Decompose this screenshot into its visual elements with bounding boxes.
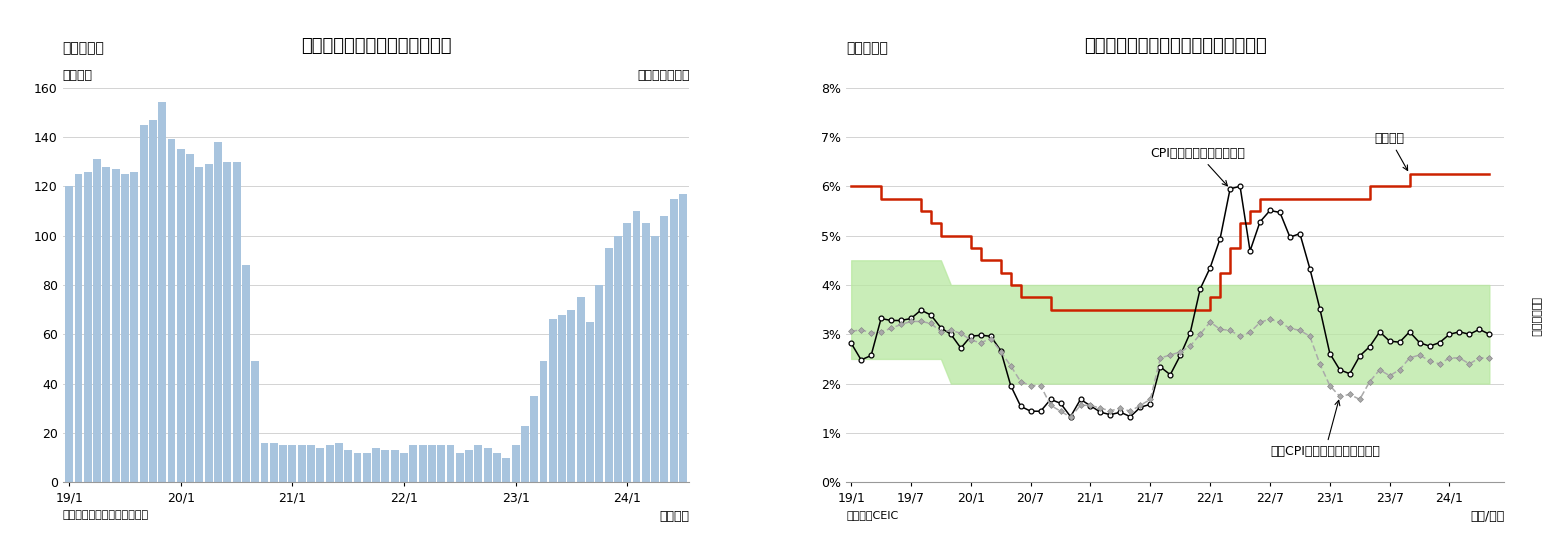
- Bar: [530, 396, 537, 482]
- Text: インドネシアのインフレ率と政策金利: インドネシアのインフレ率と政策金利: [1084, 37, 1266, 55]
- Bar: [335, 443, 343, 482]
- Bar: [642, 224, 650, 482]
- Bar: [669, 198, 677, 482]
- Bar: [75, 174, 83, 482]
- Bar: [205, 164, 213, 482]
- Text: （図表３）: （図表３）: [63, 41, 105, 55]
- Bar: [660, 216, 668, 482]
- Bar: [364, 453, 371, 482]
- Text: （前年同月比）: （前年同月比）: [636, 69, 689, 82]
- Bar: [503, 458, 511, 482]
- Text: インドネシアの外国人観光客数: インドネシアの外国人観光客数: [301, 37, 451, 55]
- Bar: [177, 149, 185, 482]
- Text: コアCPI上昇率（前年同月比）: コアCPI上昇率（前年同月比）: [1269, 400, 1381, 458]
- Bar: [317, 448, 324, 482]
- Bar: [418, 445, 426, 482]
- Bar: [605, 248, 613, 482]
- Text: インフレ目標: インフレ目標: [1531, 296, 1540, 336]
- Bar: [511, 445, 520, 482]
- Bar: [484, 448, 492, 482]
- Bar: [307, 445, 315, 482]
- Bar: [224, 162, 232, 482]
- Bar: [158, 102, 166, 482]
- Bar: [390, 450, 398, 482]
- Bar: [447, 445, 454, 482]
- Bar: [326, 445, 334, 482]
- Bar: [196, 167, 204, 482]
- Bar: [428, 445, 436, 482]
- Text: CPI上昇率（前年同月比）: CPI上昇率（前年同月比）: [1150, 147, 1246, 186]
- Bar: [139, 124, 147, 482]
- Bar: [345, 450, 353, 482]
- Bar: [288, 445, 296, 482]
- Bar: [354, 453, 362, 482]
- Bar: [186, 155, 194, 482]
- Text: （資料）CEIC: （資料）CEIC: [846, 510, 898, 520]
- Bar: [215, 142, 223, 482]
- Bar: [279, 445, 287, 482]
- Bar: [577, 297, 584, 482]
- Bar: [567, 310, 575, 482]
- Bar: [92, 159, 100, 482]
- Bar: [168, 140, 176, 482]
- Bar: [586, 322, 594, 482]
- Bar: [270, 443, 277, 482]
- Bar: [558, 315, 566, 482]
- Bar: [679, 193, 686, 482]
- Text: （資料）インドネシア統計局: （資料）インドネシア統計局: [63, 510, 149, 520]
- Bar: [624, 224, 632, 482]
- Bar: [130, 172, 138, 482]
- Bar: [633, 211, 641, 482]
- Bar: [241, 265, 249, 482]
- Text: （図表４）: （図表４）: [846, 41, 888, 55]
- Bar: [475, 445, 483, 482]
- Bar: [409, 445, 417, 482]
- Bar: [614, 236, 622, 482]
- Bar: [548, 319, 556, 482]
- Bar: [149, 120, 157, 482]
- Bar: [121, 174, 128, 482]
- Bar: [465, 450, 473, 482]
- Bar: [456, 453, 464, 482]
- Bar: [652, 236, 660, 482]
- Bar: [494, 453, 501, 482]
- Bar: [400, 453, 407, 482]
- Bar: [520, 425, 528, 482]
- Bar: [232, 162, 241, 482]
- Bar: [66, 186, 74, 482]
- Text: （年/月）: （年/月）: [1470, 510, 1504, 523]
- Bar: [260, 443, 268, 482]
- Text: （月次）: （月次）: [660, 510, 689, 523]
- Text: （万人）: （万人）: [63, 69, 92, 82]
- Bar: [371, 448, 381, 482]
- Bar: [298, 445, 306, 482]
- Bar: [251, 362, 259, 482]
- Bar: [85, 172, 92, 482]
- Text: 政策金利: 政策金利: [1374, 132, 1407, 170]
- Bar: [437, 445, 445, 482]
- Bar: [381, 450, 389, 482]
- Bar: [595, 285, 603, 482]
- Bar: [111, 169, 119, 482]
- Bar: [539, 362, 547, 482]
- Bar: [102, 167, 110, 482]
